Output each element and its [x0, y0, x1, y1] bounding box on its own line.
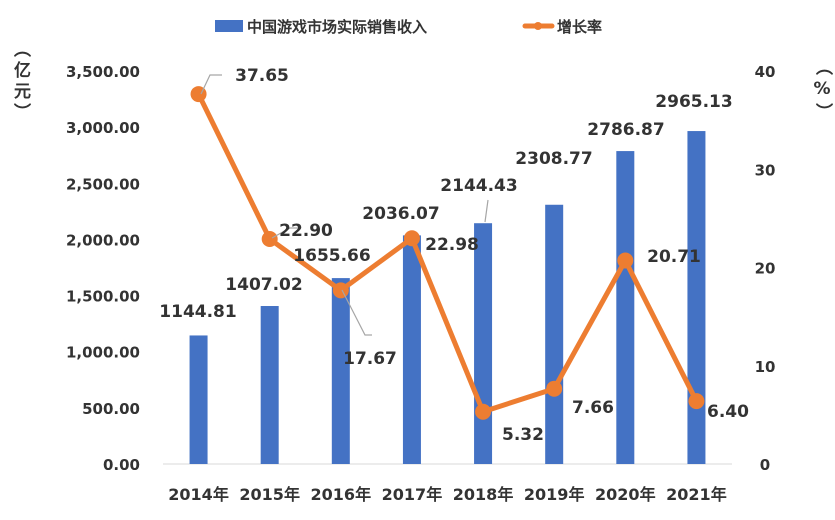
bar [189, 335, 208, 464]
bar-data-label: 1655.66 [293, 246, 370, 266]
line-point [332, 282, 349, 299]
line-point [475, 403, 492, 420]
x-tick-label: 2018年 [453, 485, 514, 504]
y-right-tick-label: 0 [760, 456, 770, 474]
y-right-tick-label: 30 [755, 161, 776, 179]
bar [616, 151, 635, 464]
leader-line [271, 227, 300, 239]
line-data-label: 37.65 [235, 66, 289, 86]
bar-data-label: 2308.77 [515, 149, 592, 169]
y-right-axis-title: （%） [812, 58, 833, 124]
y-left-tick-label: 0.00 [103, 456, 140, 474]
y-right-tick-label: 40 [755, 63, 776, 81]
bar-data-label: 2965.13 [655, 92, 732, 112]
bar [260, 306, 279, 464]
x-tick-label: 2020年 [595, 485, 656, 504]
line-data-label: 22.90 [279, 221, 333, 241]
line-point [261, 231, 278, 248]
bar-data-label: 2144.43 [440, 176, 517, 196]
line-data-label: 5.32 [502, 425, 544, 445]
legend-bar-swatch [215, 20, 243, 32]
y-left-tick-label: 500.00 [82, 400, 140, 418]
bar [687, 131, 706, 464]
bar [474, 223, 493, 464]
x-tick-label: 2021年 [666, 485, 727, 504]
line-point [403, 230, 420, 247]
leader-line [200, 74, 222, 95]
line-point [617, 252, 634, 269]
y-right-tick-label: 10 [755, 358, 776, 376]
bar-data-label: 1144.81 [159, 302, 236, 322]
x-tick-label: 2019年 [524, 485, 585, 504]
line-data-label: 22.98 [425, 235, 479, 255]
bar-data-label: 2786.87 [587, 120, 664, 140]
x-tick-label: 2014年 [168, 485, 229, 504]
bar [331, 278, 350, 464]
bar-data-label: 2036.07 [362, 204, 439, 224]
leader-line [484, 199, 489, 223]
y-left-tick-label: 1,000.00 [66, 344, 140, 362]
y-left-axis-title: （亿元） [10, 40, 31, 124]
y-left-tick-label: 3,500.00 [66, 63, 140, 81]
line-data-label: 20.71 [647, 247, 701, 267]
x-tick-label: 2016年 [311, 485, 372, 504]
legend-line-label: 增长率 [557, 18, 602, 36]
line-point [688, 393, 705, 410]
y-left-tick-label: 1,500.00 [66, 288, 140, 306]
line-point [546, 380, 563, 397]
x-tick-label: 2015年 [239, 485, 300, 504]
bar [402, 235, 421, 464]
growth-line [196, 92, 699, 415]
line-data-label: 6.40 [707, 402, 749, 422]
line-data-label: 7.66 [572, 398, 614, 418]
y-left-tick-label: 3,000.00 [66, 119, 140, 137]
y-right-tick-label: 20 [755, 260, 776, 278]
legend-bar-label: 中国游戏市场实际销售收入 [247, 18, 427, 36]
line-data-label: 17.67 [343, 349, 397, 369]
leader-line [341, 289, 372, 336]
y-left-tick-label: 2,500.00 [66, 175, 140, 193]
x-tick-label: 2017年 [382, 485, 443, 504]
bar-data-label: 1407.02 [225, 275, 302, 295]
bar [545, 204, 564, 464]
legend-line-marker [534, 22, 542, 30]
y-left-tick-label: 2,000.00 [66, 231, 140, 249]
